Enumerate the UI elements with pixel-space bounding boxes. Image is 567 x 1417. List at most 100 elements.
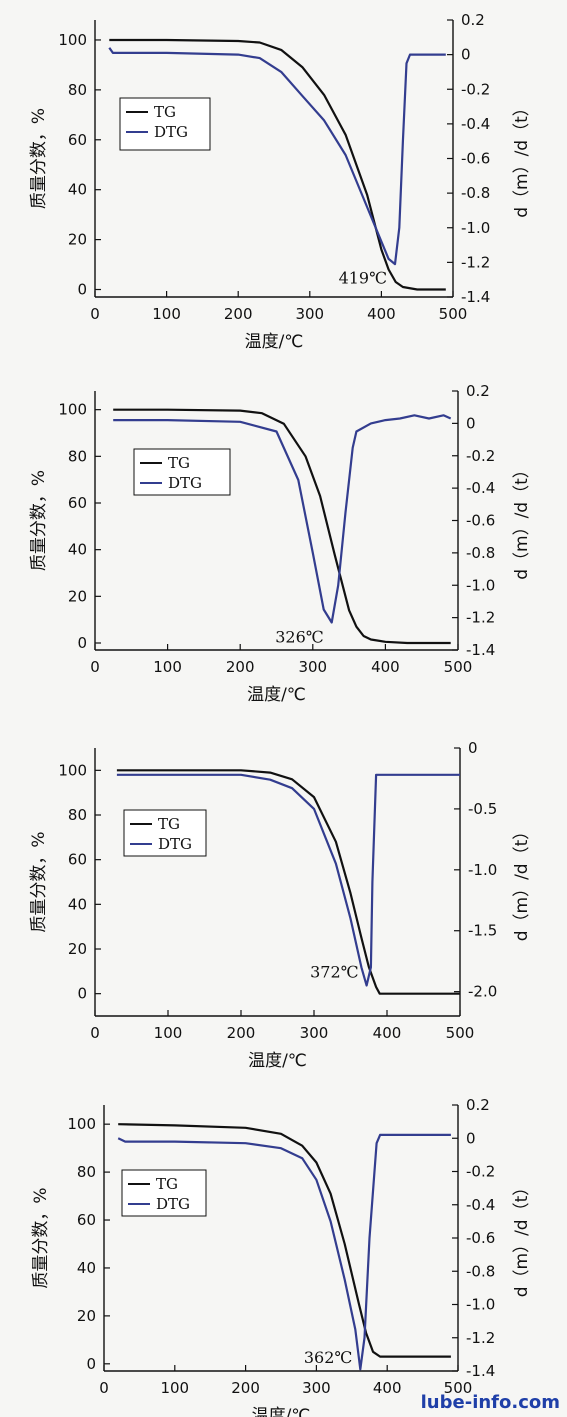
x-tick-label: 100: [160, 1379, 189, 1397]
y-right-tick-label: -1.2: [466, 609, 495, 627]
x-tick-label: 300: [298, 658, 327, 676]
chart-panel-3: 0 100 200 300 400 500 0 20 40 60 80 100 0 -0.5 -1.0 -1.…: [29, 739, 532, 1071]
x-tick-label: 300: [302, 1379, 331, 1397]
series-line-dtg: [113, 414, 452, 624]
legend-box: [133, 448, 231, 496]
y-right-tick-label: -1.4: [466, 641, 495, 659]
y-right-tick-label: -1.4: [461, 288, 490, 306]
y-right-tick-label: -0.6: [461, 150, 490, 168]
y-right-tick-label: -0.4: [461, 115, 490, 133]
y-right-axis-title: d（m）/d（t）: [512, 1179, 532, 1298]
legend-label-tg: TG: [154, 103, 176, 121]
legend-label-dtg: DTG: [158, 835, 192, 853]
x-axis-title: 温度/℃: [245, 332, 304, 352]
legend: TG DTG: [119, 97, 211, 151]
legend-label-tg: TG: [158, 815, 180, 833]
y-right-tick-label: -2.0: [468, 983, 497, 1001]
legend-label-dtg: DTG: [154, 123, 188, 141]
legend: TG DTG: [121, 1169, 207, 1217]
legend-box: [121, 1169, 207, 1217]
x-tick-label: 300: [295, 305, 324, 323]
y-right-tick-label: 0: [468, 739, 478, 757]
y-left-tick-label: 20: [68, 587, 87, 605]
series-line-dtg: [116, 773, 460, 987]
y-right-tick-label: -0.4: [466, 1196, 495, 1214]
peak-temperature-label: 362℃: [304, 1348, 352, 1367]
series-line-dtg: [108, 47, 446, 266]
y-left-tick-label: 40: [68, 895, 87, 913]
y-left-tick-label: 0: [86, 1355, 96, 1373]
x-tick-label: 0: [90, 305, 100, 323]
x-tick-label: 0: [90, 1024, 100, 1042]
legend-label-tg: TG: [168, 454, 190, 472]
y-left-axis-title: 质量分数，%: [29, 831, 49, 932]
y-right-tick-label: -1.0: [466, 1296, 495, 1314]
y-right-tick-label: 0.2: [461, 11, 485, 29]
x-tick-label: 400: [367, 305, 396, 323]
x-tick-label: 100: [153, 658, 182, 676]
y-right-tick-label: -1.0: [468, 861, 497, 879]
y-left-tick-label: 0: [77, 281, 87, 299]
legend-box: [123, 809, 207, 857]
legend: TG DTG: [123, 809, 207, 857]
y-right-tick-label: -1.0: [461, 219, 490, 237]
x-tick-label: 500: [444, 658, 473, 676]
y-right-tick-label: -0.2: [461, 80, 490, 98]
y-right-tick-label: -0.5: [468, 800, 497, 818]
x-axis-title: 温度/℃: [248, 1051, 307, 1071]
y-right-tick-label: -1.4: [466, 1362, 495, 1380]
y-left-tick-label: 40: [77, 1259, 96, 1277]
x-tick-label: 200: [227, 1024, 256, 1042]
y-right-tick-label: -0.8: [461, 184, 490, 202]
peak-temperature-label: 326℃: [275, 627, 323, 646]
legend-label-dtg: DTG: [156, 1195, 190, 1213]
y-left-tick-label: 100: [58, 761, 87, 779]
y-left-tick-label: 80: [68, 81, 87, 99]
y-left-tick-label: 20: [77, 1307, 96, 1325]
y-right-tick-label: 0: [466, 1129, 476, 1147]
x-tick-label: 500: [444, 1379, 473, 1397]
y-left-tick-label: 0: [77, 634, 87, 652]
x-tick-label: 500: [439, 305, 468, 323]
y-left-axis-title: 质量分数，%: [29, 108, 49, 209]
x-tick-label: 0: [99, 1379, 109, 1397]
y-left-tick-label: 20: [68, 231, 87, 249]
legend-box: [119, 97, 211, 151]
x-tick-label: 200: [231, 1379, 260, 1397]
y-right-tick-label: 0: [461, 46, 471, 64]
x-tick-label: 200: [226, 658, 255, 676]
y-left-tick-label: 80: [77, 1163, 96, 1181]
x-tick-label: 100: [152, 305, 181, 323]
x-axis-title: 温度/℃: [247, 685, 306, 705]
y-left-tick-label: 40: [68, 541, 87, 559]
x-tick-label: 200: [224, 305, 253, 323]
x-tick-label: 400: [373, 1379, 402, 1397]
chart-panel-4: 0 100 200 300 400 500 0 20 40 60 80 100 0.2 0 -0.2 -0.4…: [31, 1096, 532, 1417]
y-right-tick-label: -1.5: [468, 922, 497, 940]
x-tick-label: 100: [154, 1024, 183, 1042]
y-left-tick-label: 0: [77, 985, 87, 1003]
y-left-tick-label: 40: [68, 181, 87, 199]
x-axis-title: 温度/℃: [252, 1406, 311, 1417]
series-line-tg: [116, 769, 460, 995]
chart-panel-1: 0 100 200 300 400 500 0 20 40 60 80 100 0.2 0 -0.2 -0.4…: [29, 11, 532, 352]
legend-label-dtg: DTG: [168, 474, 202, 492]
x-tick-label: 400: [371, 658, 400, 676]
y-right-tick-label: 0: [466, 414, 476, 432]
x-tick-label: 0: [90, 658, 100, 676]
y-right-axis-title: d（m）/d（t）: [512, 99, 532, 218]
y-left-axis-title: 质量分数，%: [29, 470, 49, 571]
y-left-tick-label: 60: [68, 131, 87, 149]
y-right-tick-label: 0.2: [466, 1096, 490, 1114]
y-left-tick-label: 60: [68, 851, 87, 869]
y-right-tick-label: -1.2: [461, 253, 490, 271]
series-line-dtg: [117, 1133, 451, 1371]
y-right-tick-label: -0.8: [466, 1262, 495, 1280]
y-right-tick-label: -0.4: [466, 479, 495, 497]
y-right-tick-label: -0.2: [466, 1163, 495, 1181]
y-right-tick-label: -0.6: [466, 1229, 495, 1247]
y-left-tick-label: 100: [58, 31, 87, 49]
peak-temperature-label: 419℃: [339, 269, 387, 288]
y-left-tick-label: 100: [67, 1115, 96, 1133]
watermark-text: lube-info.com: [421, 1392, 560, 1413]
